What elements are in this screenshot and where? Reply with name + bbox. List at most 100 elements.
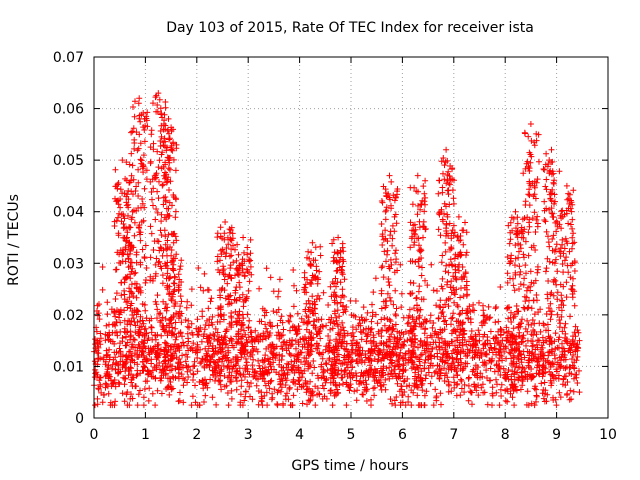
- roti-point: [351, 388, 358, 395]
- roti-point: [337, 299, 344, 306]
- roti-point: [178, 257, 185, 264]
- roti-point: [290, 303, 297, 310]
- roti-point: [323, 361, 330, 368]
- roti-point: [530, 297, 537, 304]
- roti-point: [189, 331, 196, 338]
- roti-point: [329, 370, 336, 377]
- roti-point: [557, 253, 564, 260]
- roti-point: [569, 282, 576, 289]
- roti-point: [256, 285, 263, 292]
- roti-point: [352, 298, 359, 304]
- roti-point: [310, 358, 317, 364]
- roti-point: [334, 307, 341, 314]
- roti-point: [216, 337, 222, 344]
- roti-point: [128, 281, 135, 288]
- roti-point: [542, 268, 549, 275]
- roti-point: [367, 329, 374, 336]
- roti-point: [576, 337, 583, 344]
- roti-point: [468, 389, 475, 396]
- roti-point: [194, 316, 201, 323]
- roti-point: [107, 402, 114, 409]
- roti-point: [142, 378, 149, 385]
- roti-point: [419, 351, 425, 358]
- roti-point: [131, 140, 138, 146]
- roti-point: [433, 302, 440, 309]
- roti-point: [323, 343, 330, 350]
- roti-point: [261, 312, 268, 319]
- roti-point: [155, 164, 162, 171]
- roti-point: [540, 386, 547, 393]
- roti-point: [184, 330, 191, 337]
- roti-point: [438, 259, 445, 266]
- x-tick-label: 1: [141, 427, 150, 443]
- roti-point: [522, 325, 529, 332]
- roti-point: [525, 191, 532, 198]
- roti-point: [493, 376, 499, 383]
- roti-point: [385, 343, 392, 350]
- roti-point: [264, 402, 271, 409]
- roti-point: [533, 386, 540, 393]
- roti-point: [563, 294, 570, 301]
- roti-point: [548, 380, 555, 386]
- roti-point: [389, 400, 395, 407]
- roti-point: [249, 362, 256, 369]
- roti-point: [320, 289, 327, 296]
- roti-point: [354, 387, 361, 394]
- roti-point: [182, 317, 189, 323]
- roti-point: [156, 157, 163, 164]
- roti-point: [370, 385, 377, 392]
- roti-point: [158, 232, 165, 238]
- roti-point: [353, 326, 360, 333]
- roti-point: [508, 362, 515, 368]
- roti-point: [195, 265, 202, 271]
- roti-point: [164, 252, 170, 259]
- roti-point: [149, 196, 155, 203]
- roti-point: [541, 166, 548, 173]
- y-tick-labels: 0 0.01 0.02 0.03 0.04 0.05 0.06 0.07: [53, 50, 84, 427]
- roti-point: [165, 165, 172, 172]
- roti-point: [247, 329, 254, 336]
- roti-point: [96, 377, 103, 384]
- roti-point: [392, 321, 399, 328]
- roti-point: [245, 324, 252, 331]
- roti-point: [158, 133, 165, 140]
- roti-point: [524, 305, 531, 312]
- roti-point: [544, 291, 551, 298]
- roti-point: [159, 314, 166, 321]
- roti-point: [141, 185, 148, 192]
- roti-point: [383, 365, 390, 372]
- roti-point: [241, 351, 248, 358]
- roti-point: [132, 269, 139, 276]
- roti-point: [249, 337, 256, 344]
- roti-point: [466, 374, 472, 381]
- roti-point: [450, 347, 457, 354]
- roti-point: [301, 344, 308, 351]
- roti-point: [465, 382, 472, 389]
- roti-point: [460, 241, 467, 248]
- roti-point: [552, 396, 559, 403]
- roti-point: [364, 333, 371, 339]
- roti-point: [129, 128, 136, 135]
- roti-point: [143, 265, 150, 271]
- roti-point: [264, 328, 271, 335]
- roti-point: [457, 392, 464, 399]
- roti-point: [343, 379, 350, 386]
- roti-point: [191, 363, 198, 369]
- roti-point: [564, 379, 571, 385]
- roti-point: [281, 338, 288, 345]
- roti-point: [386, 364, 393, 371]
- roti-point: [493, 351, 500, 358]
- roti-point: [433, 344, 440, 351]
- roti-point: [131, 232, 138, 239]
- roti-point: [558, 208, 565, 215]
- roti-point: [305, 319, 311, 326]
- roti-point: [317, 252, 324, 259]
- roti-point: [375, 356, 382, 363]
- roti-point: [237, 349, 244, 356]
- roti-point: [565, 220, 572, 227]
- roti-point: [443, 262, 450, 269]
- roti-point: [507, 259, 514, 265]
- roti-point: [378, 382, 385, 389]
- roti-point: [224, 280, 231, 287]
- roti-point: [286, 318, 293, 325]
